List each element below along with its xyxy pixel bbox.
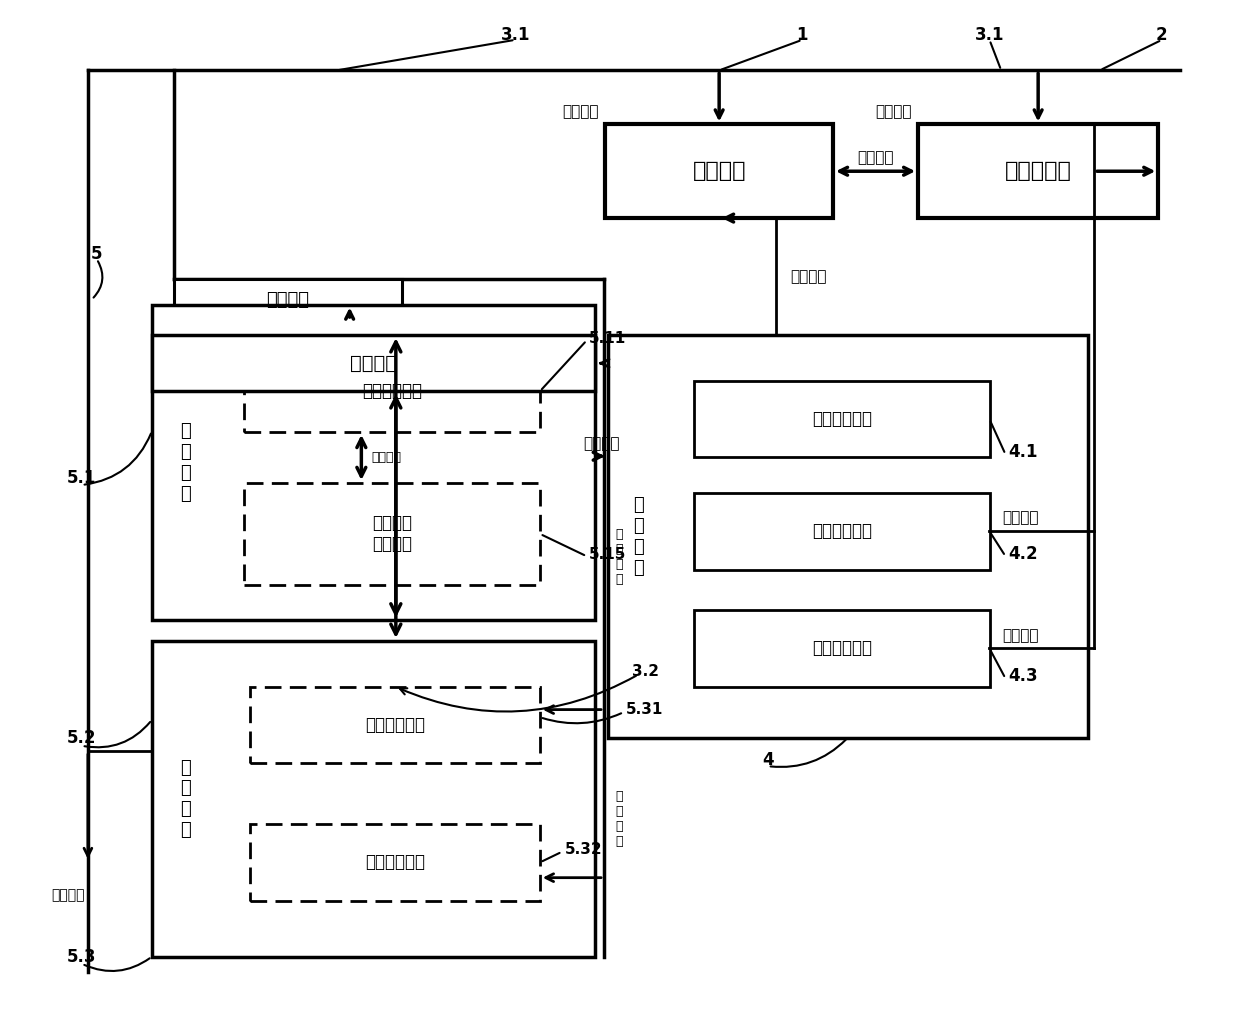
- Text: 5: 5: [91, 244, 102, 263]
- Text: 传输系统: 传输系统: [371, 451, 401, 464]
- Bar: [153, 335, 595, 391]
- Text: 云计算平台: 云计算平台: [1004, 161, 1071, 181]
- Text: 主控中心: 主控中心: [692, 161, 746, 181]
- Text: 辅材系统: 辅材系统: [350, 353, 397, 373]
- Bar: [694, 381, 990, 457]
- Text: 环境感知系统: 环境感知系统: [812, 640, 872, 657]
- Text: 人工应急
作业系统: 人工应急 作业系统: [372, 515, 412, 554]
- Text: 5.2: 5.2: [67, 728, 97, 747]
- Text: 网络系统: 网络系统: [1002, 510, 1038, 526]
- Text: 5.11: 5.11: [589, 331, 626, 346]
- Bar: [250, 825, 539, 901]
- Text: 网络系统: 网络系统: [791, 269, 827, 284]
- Bar: [244, 350, 539, 432]
- Text: 自动化生产线: 自动化生产线: [362, 382, 422, 401]
- Bar: [694, 493, 990, 570]
- Text: 网络系统: 网络系统: [583, 436, 620, 452]
- Text: 5.31: 5.31: [626, 701, 663, 717]
- Text: 1: 1: [796, 26, 808, 44]
- Text: 视频监控系统: 视频监控系统: [812, 410, 872, 428]
- Text: 4.3: 4.3: [1008, 668, 1038, 685]
- Text: 5.1: 5.1: [67, 469, 97, 487]
- Bar: [605, 124, 833, 218]
- Text: 自动检验单元: 自动检验单元: [366, 716, 425, 734]
- Text: 作业系统: 作业系统: [267, 291, 310, 308]
- Text: 3.1: 3.1: [501, 26, 529, 44]
- Text: 网络系统: 网络系统: [1002, 627, 1038, 643]
- Bar: [244, 483, 539, 584]
- Text: 检
验
系
统: 检 验 系 统: [180, 759, 191, 839]
- Bar: [174, 279, 402, 320]
- Text: 生
产
系
统: 生 产 系 统: [180, 422, 191, 503]
- Text: 辅
材
系
统: 辅 材 系 统: [615, 528, 622, 585]
- Text: 3.2: 3.2: [632, 663, 660, 679]
- Text: 生产感知系统: 生产感知系统: [812, 523, 872, 540]
- Text: 网络系统: 网络系统: [857, 151, 894, 165]
- Text: 感
知
系
统: 感 知 系 统: [634, 496, 644, 576]
- Text: 2: 2: [1156, 26, 1168, 44]
- Bar: [250, 687, 539, 763]
- Text: 网络系统: 网络系统: [563, 105, 599, 119]
- Text: 网络系统: 网络系统: [875, 105, 911, 119]
- Text: 4.1: 4.1: [1008, 444, 1038, 461]
- Text: 4.2: 4.2: [1008, 545, 1038, 563]
- Bar: [608, 335, 1087, 737]
- Text: 5.15: 5.15: [589, 546, 626, 562]
- Text: 网络系统: 网络系统: [52, 888, 86, 903]
- Text: 3.1: 3.1: [975, 26, 1004, 44]
- Bar: [153, 641, 595, 956]
- Text: 5.3: 5.3: [67, 948, 97, 965]
- Text: 4: 4: [763, 751, 774, 769]
- Text: 5.32: 5.32: [564, 842, 603, 858]
- Text: 人工检验单元: 人工检验单元: [366, 853, 425, 871]
- Text: 传
输
系
统: 传 输 系 统: [615, 790, 622, 848]
- Bar: [694, 610, 990, 687]
- Bar: [918, 124, 1158, 218]
- Bar: [153, 305, 595, 620]
